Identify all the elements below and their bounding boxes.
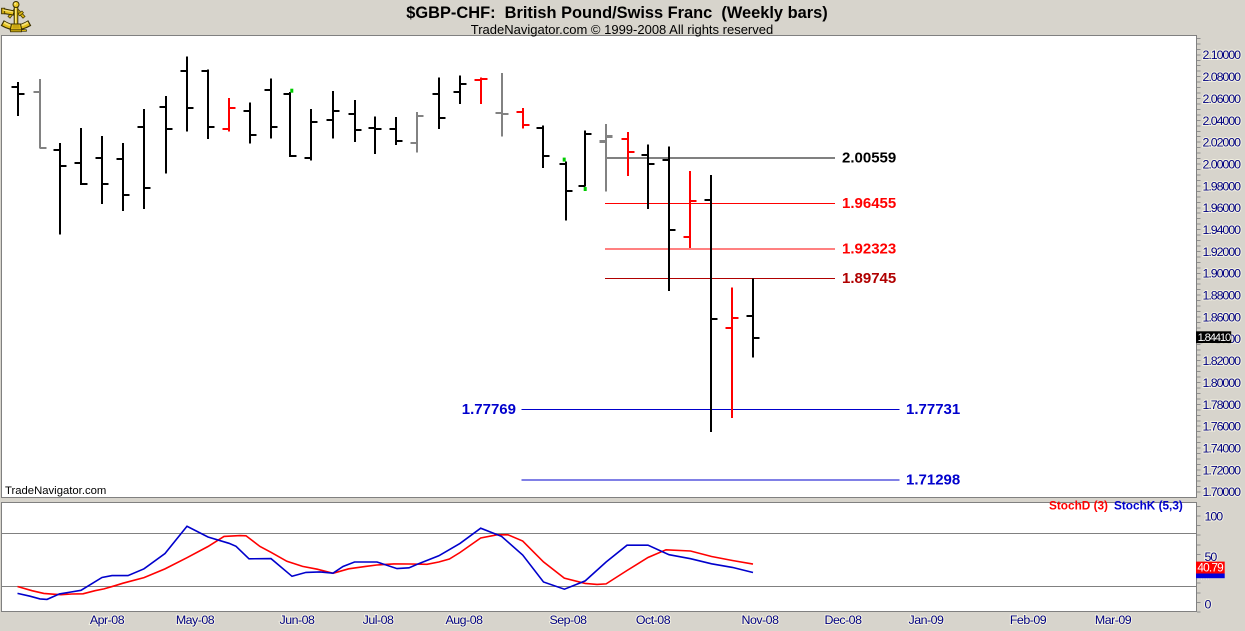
svg-text:TradeNavigator.com © 1999-2008: TradeNavigator.com © 1999-2008 All right… xyxy=(471,22,773,37)
svg-text:Aug-08: Aug-08 xyxy=(446,613,484,627)
svg-text:1.88000: 1.88000 xyxy=(1203,289,1242,303)
svg-text:1.92323: 1.92323 xyxy=(842,241,896,258)
svg-text:StochK (5,3): StochK (5,3) xyxy=(1114,499,1183,513)
svg-text:Jun-08: Jun-08 xyxy=(280,613,315,627)
svg-text:Mar-09: Mar-09 xyxy=(1095,613,1132,627)
svg-text:1.89745: 1.89745 xyxy=(842,270,896,287)
svg-text:1.98000: 1.98000 xyxy=(1203,179,1242,193)
svg-text:2.10000: 2.10000 xyxy=(1203,48,1242,62)
svg-text:1.84410: 1.84410 xyxy=(1198,332,1231,344)
svg-text:40.79: 40.79 xyxy=(1197,561,1223,575)
svg-text:1.86000: 1.86000 xyxy=(1203,310,1242,324)
svg-text:StochD (3): StochD (3) xyxy=(1049,499,1108,513)
svg-text:2.02000: 2.02000 xyxy=(1203,136,1242,150)
svg-text:$GBP-CHF: British Pound/Swiss: $GBP-CHF: British Pound/Swiss Franc (Wee… xyxy=(406,4,827,22)
svg-text:1.90000: 1.90000 xyxy=(1203,267,1242,281)
svg-text:TradeNavigator.com: TradeNavigator.com xyxy=(5,485,106,497)
svg-text:1.72000: 1.72000 xyxy=(1203,463,1242,477)
svg-text:1.96000: 1.96000 xyxy=(1203,201,1242,215)
svg-text:.....: ..... xyxy=(1198,574,1210,581)
svg-text:2.00000: 2.00000 xyxy=(1203,158,1242,172)
svg-text:Feb-09: Feb-09 xyxy=(1010,613,1047,627)
svg-text:1.70000: 1.70000 xyxy=(1203,485,1242,499)
svg-text:Nov-08: Nov-08 xyxy=(742,613,780,627)
svg-text:1.78000: 1.78000 xyxy=(1203,398,1242,412)
svg-text:Dec-08: Dec-08 xyxy=(825,613,863,627)
svg-text:2.04000: 2.04000 xyxy=(1203,114,1242,128)
svg-text:1.96455: 1.96455 xyxy=(842,195,896,212)
svg-text:100: 100 xyxy=(1205,509,1224,523)
svg-text:Jan-09: Jan-09 xyxy=(909,613,944,627)
svg-text:1.76000: 1.76000 xyxy=(1203,420,1242,434)
svg-text:2.08000: 2.08000 xyxy=(1203,70,1242,84)
svg-text:0: 0 xyxy=(1205,598,1212,612)
svg-text:1.77769: 1.77769 xyxy=(462,401,516,418)
svg-text:Apr-08: Apr-08 xyxy=(90,613,125,627)
svg-text:1.94000: 1.94000 xyxy=(1203,223,1242,237)
svg-text:Sep-08: Sep-08 xyxy=(550,613,588,627)
svg-text:1.80000: 1.80000 xyxy=(1203,376,1242,390)
svg-text:50: 50 xyxy=(1205,550,1218,564)
svg-text:1.92000: 1.92000 xyxy=(1203,245,1242,259)
svg-text:1.77731: 1.77731 xyxy=(906,401,960,418)
svg-text:2.00559: 2.00559 xyxy=(842,150,896,167)
svg-text:1.82000: 1.82000 xyxy=(1203,354,1242,368)
svg-text:2.06000: 2.06000 xyxy=(1203,92,1242,106)
svg-text:1.74000: 1.74000 xyxy=(1203,442,1242,456)
svg-text:Jul-08: Jul-08 xyxy=(363,613,394,627)
svg-text:1.71298: 1.71298 xyxy=(906,472,960,489)
svg-text:May-08: May-08 xyxy=(176,613,215,627)
svg-text:Oct-08: Oct-08 xyxy=(636,613,671,627)
